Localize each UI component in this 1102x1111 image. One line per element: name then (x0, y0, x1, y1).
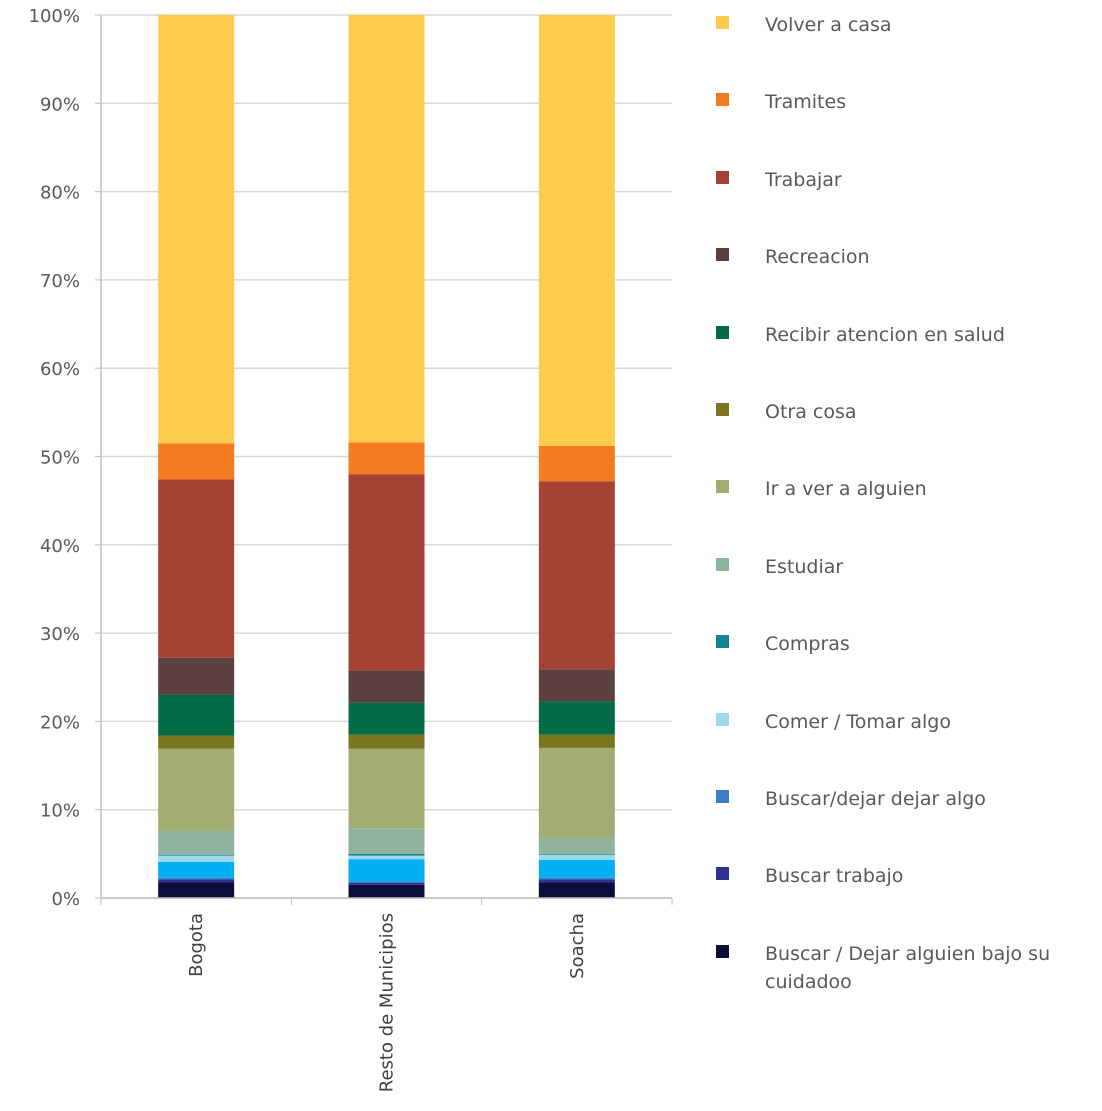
bar-segment (158, 479, 235, 658)
legend-swatch (716, 93, 729, 107)
legend-swatch (716, 635, 729, 649)
legend-swatch (716, 248, 729, 262)
bar-segment (538, 669, 615, 702)
legend-swatch (716, 790, 729, 803)
bar-segment (348, 882, 425, 885)
y-tick-label: 60% (40, 359, 80, 380)
x-category-label: Bogota (186, 913, 207, 977)
y-axis-ticks: 0% 10% 20% 30% 40% 50% 60% 70% 80% 90% 100% (29, 6, 80, 910)
legend-label: Recibir atencion en salud (765, 323, 1005, 346)
bar-segment (158, 854, 235, 856)
legend-item: Comer / Tomar algo (712, 708, 1092, 736)
bar-segment (538, 15, 615, 446)
bar-segment (158, 877, 235, 880)
legend-item: Ir a ver a alguien (712, 475, 1092, 503)
y-tick-label: 80% (40, 183, 80, 204)
bar-segment (158, 882, 235, 898)
bar-segment (348, 748, 425, 829)
bar-segment (538, 882, 615, 898)
legend-swatch (716, 16, 729, 29)
y-tick-label: 70% (40, 271, 80, 292)
bar-segment (348, 884, 425, 898)
x-axis: Bogota Resto de Municipios Soacha (100, 15, 673, 1092)
bar-segment (348, 734, 425, 749)
legend-item: Volver a casa (712, 11, 1092, 39)
legend-item: Trabajar (712, 166, 1092, 194)
legend-swatch (716, 867, 729, 881)
y-tick-label: 20% (40, 712, 80, 733)
legend-item: Buscar/dejar dejar algo (712, 785, 1092, 813)
bar-segment (158, 735, 235, 749)
bar-segment (538, 747, 615, 838)
bar-segment (348, 853, 425, 856)
bar-segment (538, 701, 615, 735)
bar-segment (158, 748, 235, 831)
y-tick-label: 100% (29, 6, 80, 27)
y-tick-label: 0% (51, 889, 80, 910)
bar-segment (158, 830, 235, 855)
bar-segment (158, 861, 235, 878)
x-category-label: Soacha (567, 913, 588, 979)
bar-segment (348, 702, 425, 735)
bar-segment (348, 859, 425, 882)
y-tick-label: 40% (40, 536, 80, 557)
legend-item: Tramites (712, 88, 1092, 116)
bars (158, 15, 615, 898)
legend-label: Ir a ver a alguien (765, 478, 927, 501)
bar-segment (348, 474, 425, 671)
bar-segment (538, 879, 615, 883)
bar-segment (538, 854, 615, 861)
legend-label: Volver a casa (765, 14, 892, 36)
bar-segment (538, 860, 615, 878)
bar-segment (158, 657, 235, 695)
legend-label: Buscar / Dejar alguien bajo su cuidadoo (765, 942, 1051, 993)
legend-item: Buscar trabajo (712, 862, 1092, 890)
legend-swatch (716, 712, 729, 726)
y-tick-label: 10% (40, 801, 80, 822)
bar-segment (158, 443, 235, 480)
legend-item: Recibir atencion en salud (712, 321, 1092, 349)
bar-segment (158, 879, 235, 883)
bar-segment (538, 481, 615, 670)
legend-label: Compras (765, 633, 850, 656)
bar-segment (538, 445, 615, 482)
bar-segment (348, 855, 425, 860)
legend-swatch (716, 557, 729, 571)
bar-segment (158, 15, 235, 444)
bar-segment (158, 694, 235, 736)
bar-segment (348, 670, 425, 703)
bar-segment (538, 853, 615, 855)
legend-swatch (716, 403, 729, 416)
legend-item: Estudiar (712, 553, 1092, 581)
legend-label: Buscar trabajo (765, 865, 904, 888)
bar-segment (538, 837, 615, 854)
y-tick-label: 90% (40, 94, 80, 115)
legend-item: Buscar / Dejar alguien bajo su cuidadoo (712, 940, 1092, 996)
legend-swatch (716, 480, 729, 494)
legend-item: Otra cosa (712, 398, 1092, 426)
y-tick-label: 30% (40, 624, 80, 645)
legend-label: Tramites (765, 91, 847, 114)
legend-label: Otra cosa (765, 401, 857, 423)
bar-segment (348, 828, 425, 854)
legend-item: Recreacion (712, 243, 1092, 271)
legend-label: Buscar/dejar dejar algo (765, 788, 986, 810)
x-category-label: Resto de Municipios (377, 913, 398, 1092)
y-tick-label: 50% (40, 448, 80, 469)
legend-swatch (716, 325, 729, 339)
bar-segment (348, 881, 425, 883)
bar-segment (348, 15, 425, 443)
legend-label: Trabajar (765, 168, 842, 191)
legend-swatch (716, 944, 729, 958)
bar-segment (348, 442, 425, 475)
bar-segment (158, 855, 235, 862)
bar-segment (538, 734, 615, 748)
legend-label: Comer / Tomar algo (765, 710, 951, 733)
legend-swatch (716, 170, 729, 184)
legend-label: Estudiar (765, 555, 844, 578)
stacked-bar-chart: 0% 10% 20% 30% 40% 50% 60% 70% 80% 90% 100% Bogota… (29, 6, 673, 1092)
legend-item: Compras (712, 630, 1092, 658)
bar-segment (538, 877, 615, 880)
legend-label: Recreacion (765, 246, 870, 269)
